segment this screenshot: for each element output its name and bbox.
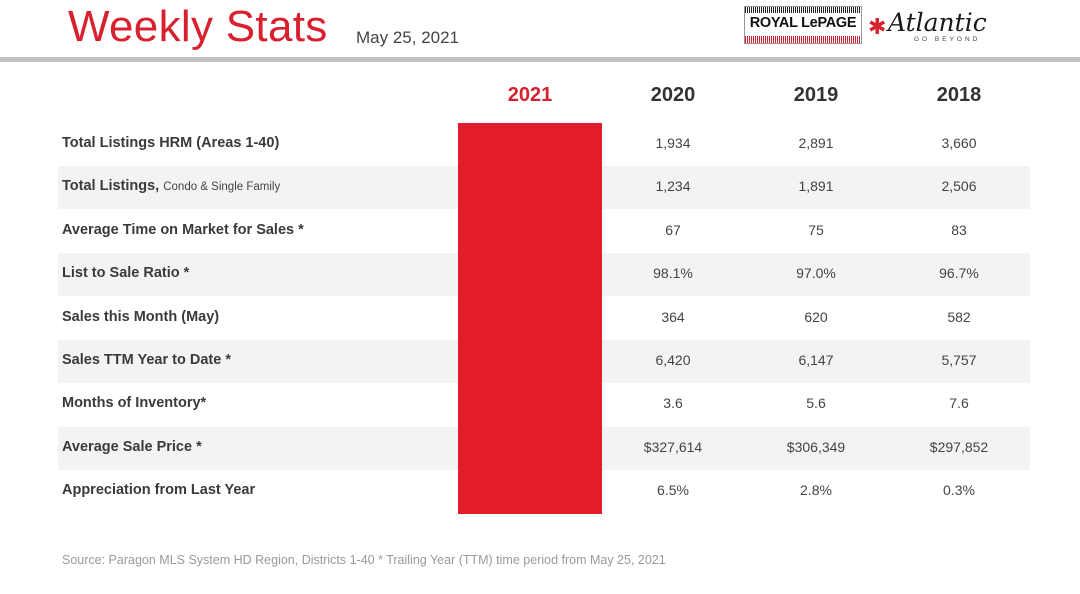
table-cell: 0.3%: [943, 482, 975, 499]
table-cell: 1,234: [655, 178, 691, 195]
row-label-text: List to Sale Ratio *: [62, 265, 190, 282]
row-label: Appreciation from Last Year: [62, 482, 255, 498]
table-cell: 620: [804, 308, 828, 325]
row-label-text: Sales this Month (May): [62, 308, 220, 325]
table-cell: $297,852: [929, 438, 989, 455]
row-label-text: Total Listings,: [62, 178, 160, 195]
table-cell: 2.8%: [800, 482, 832, 499]
row-label: Sales TTM Year to Date *: [62, 352, 231, 368]
table-cell: 364: [661, 308, 685, 325]
current-year-highlight: [458, 123, 602, 514]
logo-brand: ROYAL LePAGE: [749, 15, 857, 31]
royal-lepage-logo-box: ROYAL LePAGE: [744, 6, 862, 44]
logo-tagline: GO BEYOND: [914, 36, 981, 43]
table-cell: 3.6: [663, 395, 683, 412]
column-header-0: 2021: [507, 84, 553, 106]
table-cell: 1,891: [798, 178, 834, 195]
table-cell: 2,891: [798, 135, 834, 151]
row-label-text: Total Listings HRM (Areas 1-40): [62, 135, 280, 151]
source-note: Source: Paragon MLS System HD Region, Di…: [62, 553, 666, 567]
row-label-text: Months of Inventory*: [62, 395, 207, 412]
row-label-text: Average Sale Price *: [62, 438, 202, 455]
table-cell: 6,420: [655, 352, 691, 368]
row-label: Average Sale Price *: [62, 439, 202, 455]
table-cell: 97.0%: [796, 265, 836, 282]
row-label: Sales this Month (May): [62, 309, 219, 325]
report-date: May 25, 2021: [356, 28, 460, 47]
table-cell: 98.1%: [653, 265, 693, 282]
table-cell: 7.6: [949, 395, 969, 412]
maple-leaf-icon: ✱: [868, 14, 887, 39]
table-cell: 75: [808, 221, 824, 238]
table-cell: 6.5%: [657, 482, 689, 499]
column-header-3: 2018: [936, 84, 982, 106]
column-header-2: 2019: [793, 84, 839, 106]
table-cell: $327,614: [643, 438, 703, 455]
header: Weekly Stats May 25, 2021 ROYAL LePAGE ✱…: [0, 0, 1080, 62]
logo-stripe-top: [745, 7, 861, 13]
royal-lepage-atlantic-logo: ROYAL LePAGE ✱ Atlantic GO BEYOND: [744, 6, 994, 48]
page-title: Weekly Stats: [68, 2, 328, 51]
table-cell: 1,934: [655, 135, 691, 151]
table-cell: 96.7%: [939, 265, 979, 282]
table-cell: 2,506: [941, 178, 977, 195]
row-label: List to Sale Ratio *: [62, 265, 189, 281]
table-cell: 582: [947, 308, 971, 325]
row-label: Total Listings, Condo & Single Family: [62, 178, 280, 194]
table-cell: 5,757: [941, 352, 977, 368]
table-cell: 3,660: [941, 135, 977, 151]
logo-stripe-bottom: [745, 36, 861, 43]
row-label-text: Appreciation from Last Year: [62, 482, 256, 499]
table-cell: 5.6: [806, 395, 826, 412]
table-cell: 83: [951, 221, 967, 238]
row-label-text: Average Time on Market for Sales *: [62, 221, 304, 238]
row-label: Total Listings HRM (Areas 1-40): [62, 135, 279, 151]
logo-atlantic: Atlantic: [888, 8, 987, 37]
row-label-sub: Condo & Single Family: [163, 181, 281, 194]
table-cell: $306,349: [786, 438, 846, 455]
table-cell: 67: [665, 221, 681, 238]
row-label: Months of Inventory*: [62, 395, 206, 411]
row-label-text: Sales TTM Year to Date *: [62, 352, 231, 368]
column-header-1: 2020: [650, 84, 696, 106]
table-cell: 6,147: [798, 352, 834, 368]
header-divider: [0, 57, 1080, 62]
row-label: Average Time on Market for Sales *: [62, 222, 304, 238]
